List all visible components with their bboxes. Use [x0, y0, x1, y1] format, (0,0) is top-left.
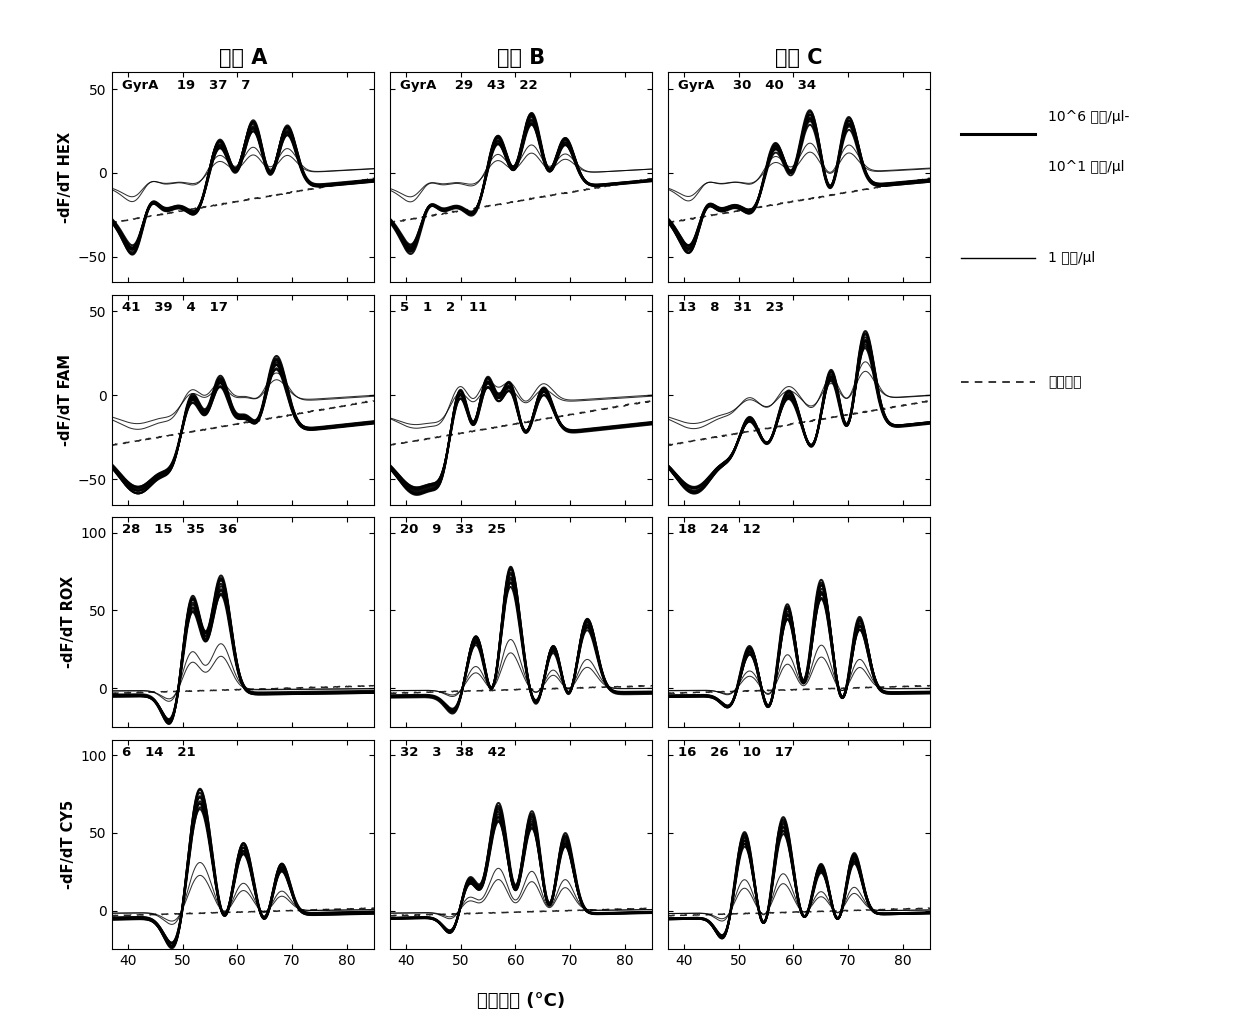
Y-axis label: -dF/dT HEX: -dF/dT HEX	[58, 132, 73, 223]
Text: 32   3   38   42: 32 3 38 42	[401, 746, 506, 759]
Text: GyrA    19   37   7: GyrA 19 37 7	[122, 78, 250, 92]
Text: 10^6 拷贝/μl-: 10^6 拷贝/μl-	[1048, 109, 1130, 124]
Text: 28   15   35   36: 28 15 35 36	[122, 523, 237, 537]
Text: 41   39   4   17: 41 39 4 17	[122, 301, 228, 314]
Text: 10^1 拷贝/μl: 10^1 拷贝/μl	[1048, 160, 1125, 174]
Title: 反应 A: 反应 A	[218, 47, 267, 68]
Text: 18   24   12: 18 24 12	[678, 523, 761, 537]
Text: GyrA    30   40   34: GyrA 30 40 34	[678, 78, 816, 92]
Text: 13   8   31   23: 13 8 31 23	[678, 301, 784, 314]
Y-axis label: -dF/dT CY5: -dF/dT CY5	[61, 800, 76, 890]
Title: 反应 B: 反应 B	[497, 47, 544, 68]
Title: 反应 C: 反应 C	[775, 47, 822, 68]
Text: 熔点温度 (°C): 熔点温度 (°C)	[476, 992, 565, 1010]
Text: 5   1   2   11: 5 1 2 11	[401, 301, 487, 314]
Y-axis label: -dF/dT ROX: -dF/dT ROX	[61, 576, 76, 668]
Text: 16   26   10   17: 16 26 10 17	[678, 746, 794, 759]
Text: 6   14   21: 6 14 21	[122, 746, 196, 759]
Text: GyrA    29   43   22: GyrA 29 43 22	[401, 78, 538, 92]
Text: 20   9   33   25: 20 9 33 25	[401, 523, 506, 537]
Text: 1 拷贝/μl: 1 拷贝/μl	[1048, 251, 1095, 265]
Text: 阴性对照: 阴性对照	[1048, 375, 1081, 389]
Y-axis label: -dF/dT FAM: -dF/dT FAM	[58, 354, 73, 446]
